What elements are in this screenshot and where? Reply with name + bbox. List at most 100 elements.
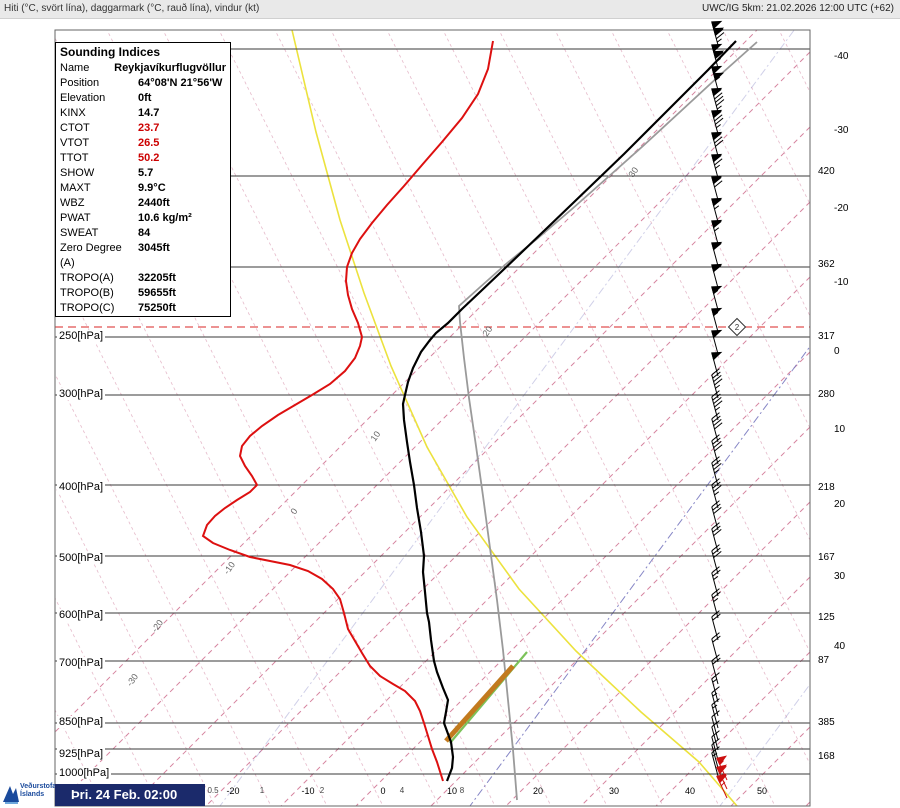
- wind-barb: [711, 368, 723, 399]
- height-label: 362: [818, 259, 835, 270]
- index-value: Reykjavíkurflugvöllur: [114, 62, 226, 74]
- pressure-label: 400[hPa]: [57, 481, 106, 493]
- pressure-label: 1000[hPa]: [57, 767, 112, 779]
- temp-label: 10: [446, 786, 458, 796]
- datetime-bar[interactable]: Þri. 24 Feb. 02:00: [55, 784, 205, 806]
- temp-label: -10: [301, 786, 315, 796]
- index-row: TROPO(B) 59655ft: [56, 286, 230, 301]
- parcel-curve: [458, 41, 758, 801]
- mixing-ratio-label: 2: [319, 786, 325, 795]
- index-row: SHOW 5.7: [56, 166, 230, 181]
- wind-barb: [711, 720, 720, 751]
- index-row: MAXT 9.9°C: [56, 181, 230, 196]
- wind-barb: [711, 351, 723, 377]
- index-value: 10.6 kg/m²: [138, 212, 192, 224]
- index-value: 5.7: [138, 167, 154, 179]
- index-label: PWAT: [60, 212, 91, 224]
- isotherm-label: 40: [834, 641, 846, 652]
- mixing-ratio-label: 8: [459, 786, 465, 795]
- wind-barb: [711, 456, 722, 487]
- index-value: 23.7: [138, 122, 160, 134]
- index-row: PWAT 10.6 kg/m²: [56, 211, 230, 226]
- mixing-ratio-line: [469, 345, 810, 806]
- wind-barb: [711, 632, 721, 663]
- height-label: 87: [818, 655, 830, 666]
- index-value: 59655ft: [138, 287, 176, 299]
- index-row: TTOT 50.2: [56, 151, 230, 166]
- index-label: SWEAT: [60, 227, 99, 239]
- index-label: Zero Degree (A): [60, 242, 122, 269]
- height-label: 385: [818, 717, 835, 728]
- wind-barb: [711, 654, 721, 685]
- mixing-ratio-line: [219, 30, 795, 806]
- wind-barb: [711, 478, 722, 509]
- wind-barb: [711, 390, 723, 421]
- index-row: Position 64°08'N 21°56'W: [56, 76, 230, 91]
- index-label: WBZ: [60, 197, 85, 209]
- index-row: KINX 14.7: [56, 106, 230, 121]
- adiabat-inline-label: -30: [124, 672, 140, 688]
- height-label: 317: [818, 331, 835, 342]
- isotherm-label: -40: [834, 51, 849, 62]
- dewpoint-curve: [201, 40, 494, 782]
- isotherm-label: 30: [834, 571, 846, 582]
- wind-barb: [711, 522, 722, 553]
- pressure-label: 500[hPa]: [57, 552, 106, 564]
- isotherm-label: -30: [834, 125, 849, 136]
- dry-adiabat-line: [666, 30, 810, 317]
- sounding-indices-panel: Sounding Indices Name Reykjavíkurflugvöll…: [55, 42, 231, 317]
- index-row: CTOT 23.7: [56, 121, 230, 136]
- pressure-label: 300[hPa]: [57, 388, 106, 400]
- wind-barb: [711, 175, 723, 201]
- index-label: VTOT: [60, 137, 90, 149]
- index-label: SHOW: [60, 167, 95, 179]
- index-label: Position: [60, 77, 100, 89]
- isotherm-label: 0: [834, 346, 840, 357]
- panel-rows: Name Reykjavíkurflugvöllur Position 64°08'N…: [56, 61, 230, 316]
- temp-label: 0: [380, 786, 386, 796]
- wind-barb: [711, 109, 724, 135]
- pressure-label: 250[hPa]: [57, 330, 106, 342]
- isotherm-line: [430, 426, 810, 806]
- temp-label: 40: [684, 786, 696, 796]
- header-left-label: Hiti (°C, svört lína), daggarmark (°C, r…: [4, 3, 260, 14]
- isotherm-label: -10: [834, 277, 849, 288]
- tropopause-marker-label: 2: [735, 323, 740, 332]
- wind-barb: [711, 219, 723, 245]
- index-row: TROPO(C) 75250ft: [56, 301, 230, 316]
- index-value: 84: [138, 227, 151, 239]
- isotherm-label: 20: [834, 499, 846, 510]
- wind-barb: [711, 329, 723, 355]
- wind-barb: [711, 566, 721, 597]
- dry-adiabat-line: [778, 30, 810, 93]
- mixing-ratio-label: 4: [399, 786, 405, 795]
- header-right-label: UWC/IG 5km: 21.02.2026 12:00 UTC (+62): [701, 3, 894, 14]
- wind-barb: [711, 307, 723, 333]
- dry-adiabat-line: [498, 30, 810, 653]
- index-row: Zero Degree (A) 3045ft: [56, 241, 230, 271]
- pressure-label: 700[hPa]: [57, 657, 106, 669]
- wind-barb: [711, 241, 723, 267]
- dry-adiabat-line: [876, 0, 900, 808]
- wind-barb: [711, 544, 722, 575]
- isotherm-label: -20: [834, 203, 849, 214]
- adiabat-inline-label: -10: [221, 560, 237, 576]
- header-bar: Hiti (°C, svört lína), daggarmark (°C, r…: [0, 0, 900, 19]
- wind-barb: [711, 263, 723, 289]
- dry-adiabat-line: [610, 30, 810, 429]
- temp-label: 50: [756, 786, 768, 796]
- logo-text-line1: Veðurstofa: [20, 783, 57, 790]
- logo-icon: [3, 786, 19, 804]
- dry-adiabat-line: [722, 30, 810, 205]
- wind-barb: [711, 500, 722, 531]
- vedurstofa-logo: Veðurstofa Íslands: [2, 782, 57, 806]
- wind-barb: [711, 197, 723, 223]
- plot-border: [54, 29, 811, 807]
- panel-title: Sounding Indices: [60, 45, 161, 59]
- pressure-label: 850[hPa]: [57, 716, 106, 728]
- temperature-curve: [401, 40, 737, 782]
- index-value: 32205ft: [138, 272, 176, 284]
- index-row: VTOT 26.5: [56, 136, 230, 151]
- isotherm-line: [280, 276, 810, 806]
